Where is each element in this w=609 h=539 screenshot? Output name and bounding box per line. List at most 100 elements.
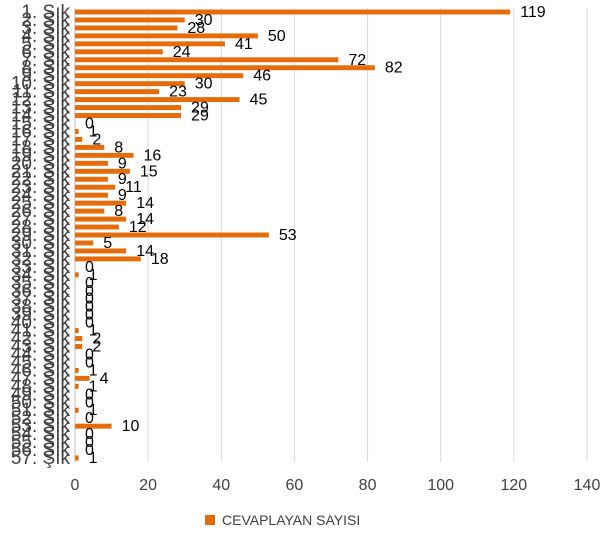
data-label: 45 [250, 92, 268, 109]
x-tick-label: 40 [212, 477, 230, 494]
data-label: 0 [85, 394, 94, 411]
category-label: 32. Şık [11, 249, 71, 270]
bar [75, 136, 83, 142]
bar [75, 248, 127, 254]
category-label: 4. Şık [21, 26, 70, 47]
bar [75, 73, 244, 79]
category-label: 19. Şık [11, 145, 71, 166]
data-label: 1 [89, 123, 98, 140]
data-label: 0 [85, 283, 94, 300]
category-label: 9. Şık [21, 66, 70, 87]
category-label: 37. Şık [11, 289, 71, 310]
data-label: 0 [85, 291, 94, 308]
category-label: 43. Şık [11, 337, 71, 358]
data-label: 8 [114, 203, 123, 220]
data-label: 0 [85, 275, 94, 292]
data-label: 0 [85, 426, 94, 443]
bar [75, 328, 79, 334]
category-label: 7. Şık [21, 50, 70, 71]
category-label: 18. Şık [11, 137, 71, 158]
category-label: 38. Şık [11, 297, 71, 318]
category-label: 51. Şık [11, 400, 71, 421]
bar [75, 367, 79, 373]
category-label: 24. Şık [11, 185, 71, 206]
data-label: 0 [85, 442, 94, 459]
x-tick-label: 140 [574, 477, 601, 494]
data-label: 14 [136, 211, 154, 228]
data-label: 9 [118, 187, 127, 204]
bar [75, 375, 90, 381]
category-label: 41. Şık [11, 321, 71, 342]
data-label: 0 [85, 410, 94, 427]
data-label: 14 [136, 243, 154, 260]
category-label: 56. Şık [11, 440, 71, 461]
category-label: 26. Şık [11, 201, 71, 222]
data-label: 4 [100, 370, 109, 387]
data-label: 41 [235, 36, 253, 53]
category-label: 13. Şık [11, 98, 71, 119]
bar [75, 105, 182, 111]
bar [75, 256, 141, 262]
bar [75, 152, 134, 158]
data-label: 16 [144, 147, 162, 164]
category-label: 45. Şık [11, 352, 71, 373]
category-label: 47. Şık [11, 368, 71, 389]
bar [75, 128, 79, 134]
data-label: 30 [195, 76, 213, 93]
bar [75, 160, 108, 166]
data-label: 0 [85, 315, 94, 332]
bar [75, 336, 83, 342]
bar [75, 176, 108, 182]
data-label: 5 [103, 235, 112, 252]
x-tick-label: 60 [286, 477, 304, 494]
x-tick-label: 20 [139, 477, 157, 494]
category-label: 50. Şık [11, 392, 71, 413]
bar [75, 89, 160, 95]
category-label: 31. Şık [11, 241, 71, 262]
legend: CEVAPLAYAN SAYISI [205, 512, 360, 528]
category-label: 11. Şık [12, 82, 70, 103]
bar [75, 168, 130, 174]
data-label: 15 [140, 163, 158, 180]
data-label: 12 [129, 219, 147, 236]
bar [75, 9, 511, 15]
category-label: 10. Şık [11, 74, 71, 95]
category-label: 5. Şık [21, 34, 70, 55]
category-label: 49. Şık [11, 384, 71, 405]
data-label: 1 [89, 362, 98, 379]
category-label: 28. Şık [11, 217, 71, 238]
data-label: 1 [89, 323, 98, 340]
data-label: 0 [85, 346, 94, 363]
bar [75, 184, 116, 190]
bar [75, 407, 79, 413]
data-label: 82 [385, 60, 403, 77]
data-label: 23 [169, 84, 187, 101]
category-label: 2. Şık [21, 10, 70, 31]
bar [75, 57, 339, 63]
category-label: 29. Şık [11, 225, 71, 246]
data-label: 29 [191, 100, 209, 117]
category-label: 44. Şık [11, 344, 71, 365]
data-label: 1 [89, 267, 98, 284]
x-tick-label: 0 [71, 477, 80, 494]
category-label: 53. Şık [11, 416, 71, 437]
data-label: 0 [85, 386, 94, 403]
x-tick-label: 100 [427, 477, 454, 494]
data-label: 10 [122, 418, 140, 435]
category-label: 27. Şık [11, 209, 71, 230]
data-label: 72 [348, 52, 366, 69]
bar [75, 25, 178, 31]
data-label: 2 [92, 131, 101, 148]
bar [75, 423, 112, 429]
data-label: 9 [118, 155, 127, 172]
legend-swatch [205, 515, 215, 525]
data-label: 0 [85, 115, 94, 132]
data-label: 50 [268, 28, 286, 45]
category-label: 30. Şık [11, 233, 71, 254]
category-label: 14. Şık [11, 106, 71, 127]
x-axis-ticks: 0 20 40 60 80 100 120 140 [71, 477, 601, 494]
bar [75, 208, 105, 214]
data-label: 1 [89, 402, 98, 419]
data-label: 119 [520, 4, 546, 21]
category-label: 55. Şık [11, 432, 71, 453]
